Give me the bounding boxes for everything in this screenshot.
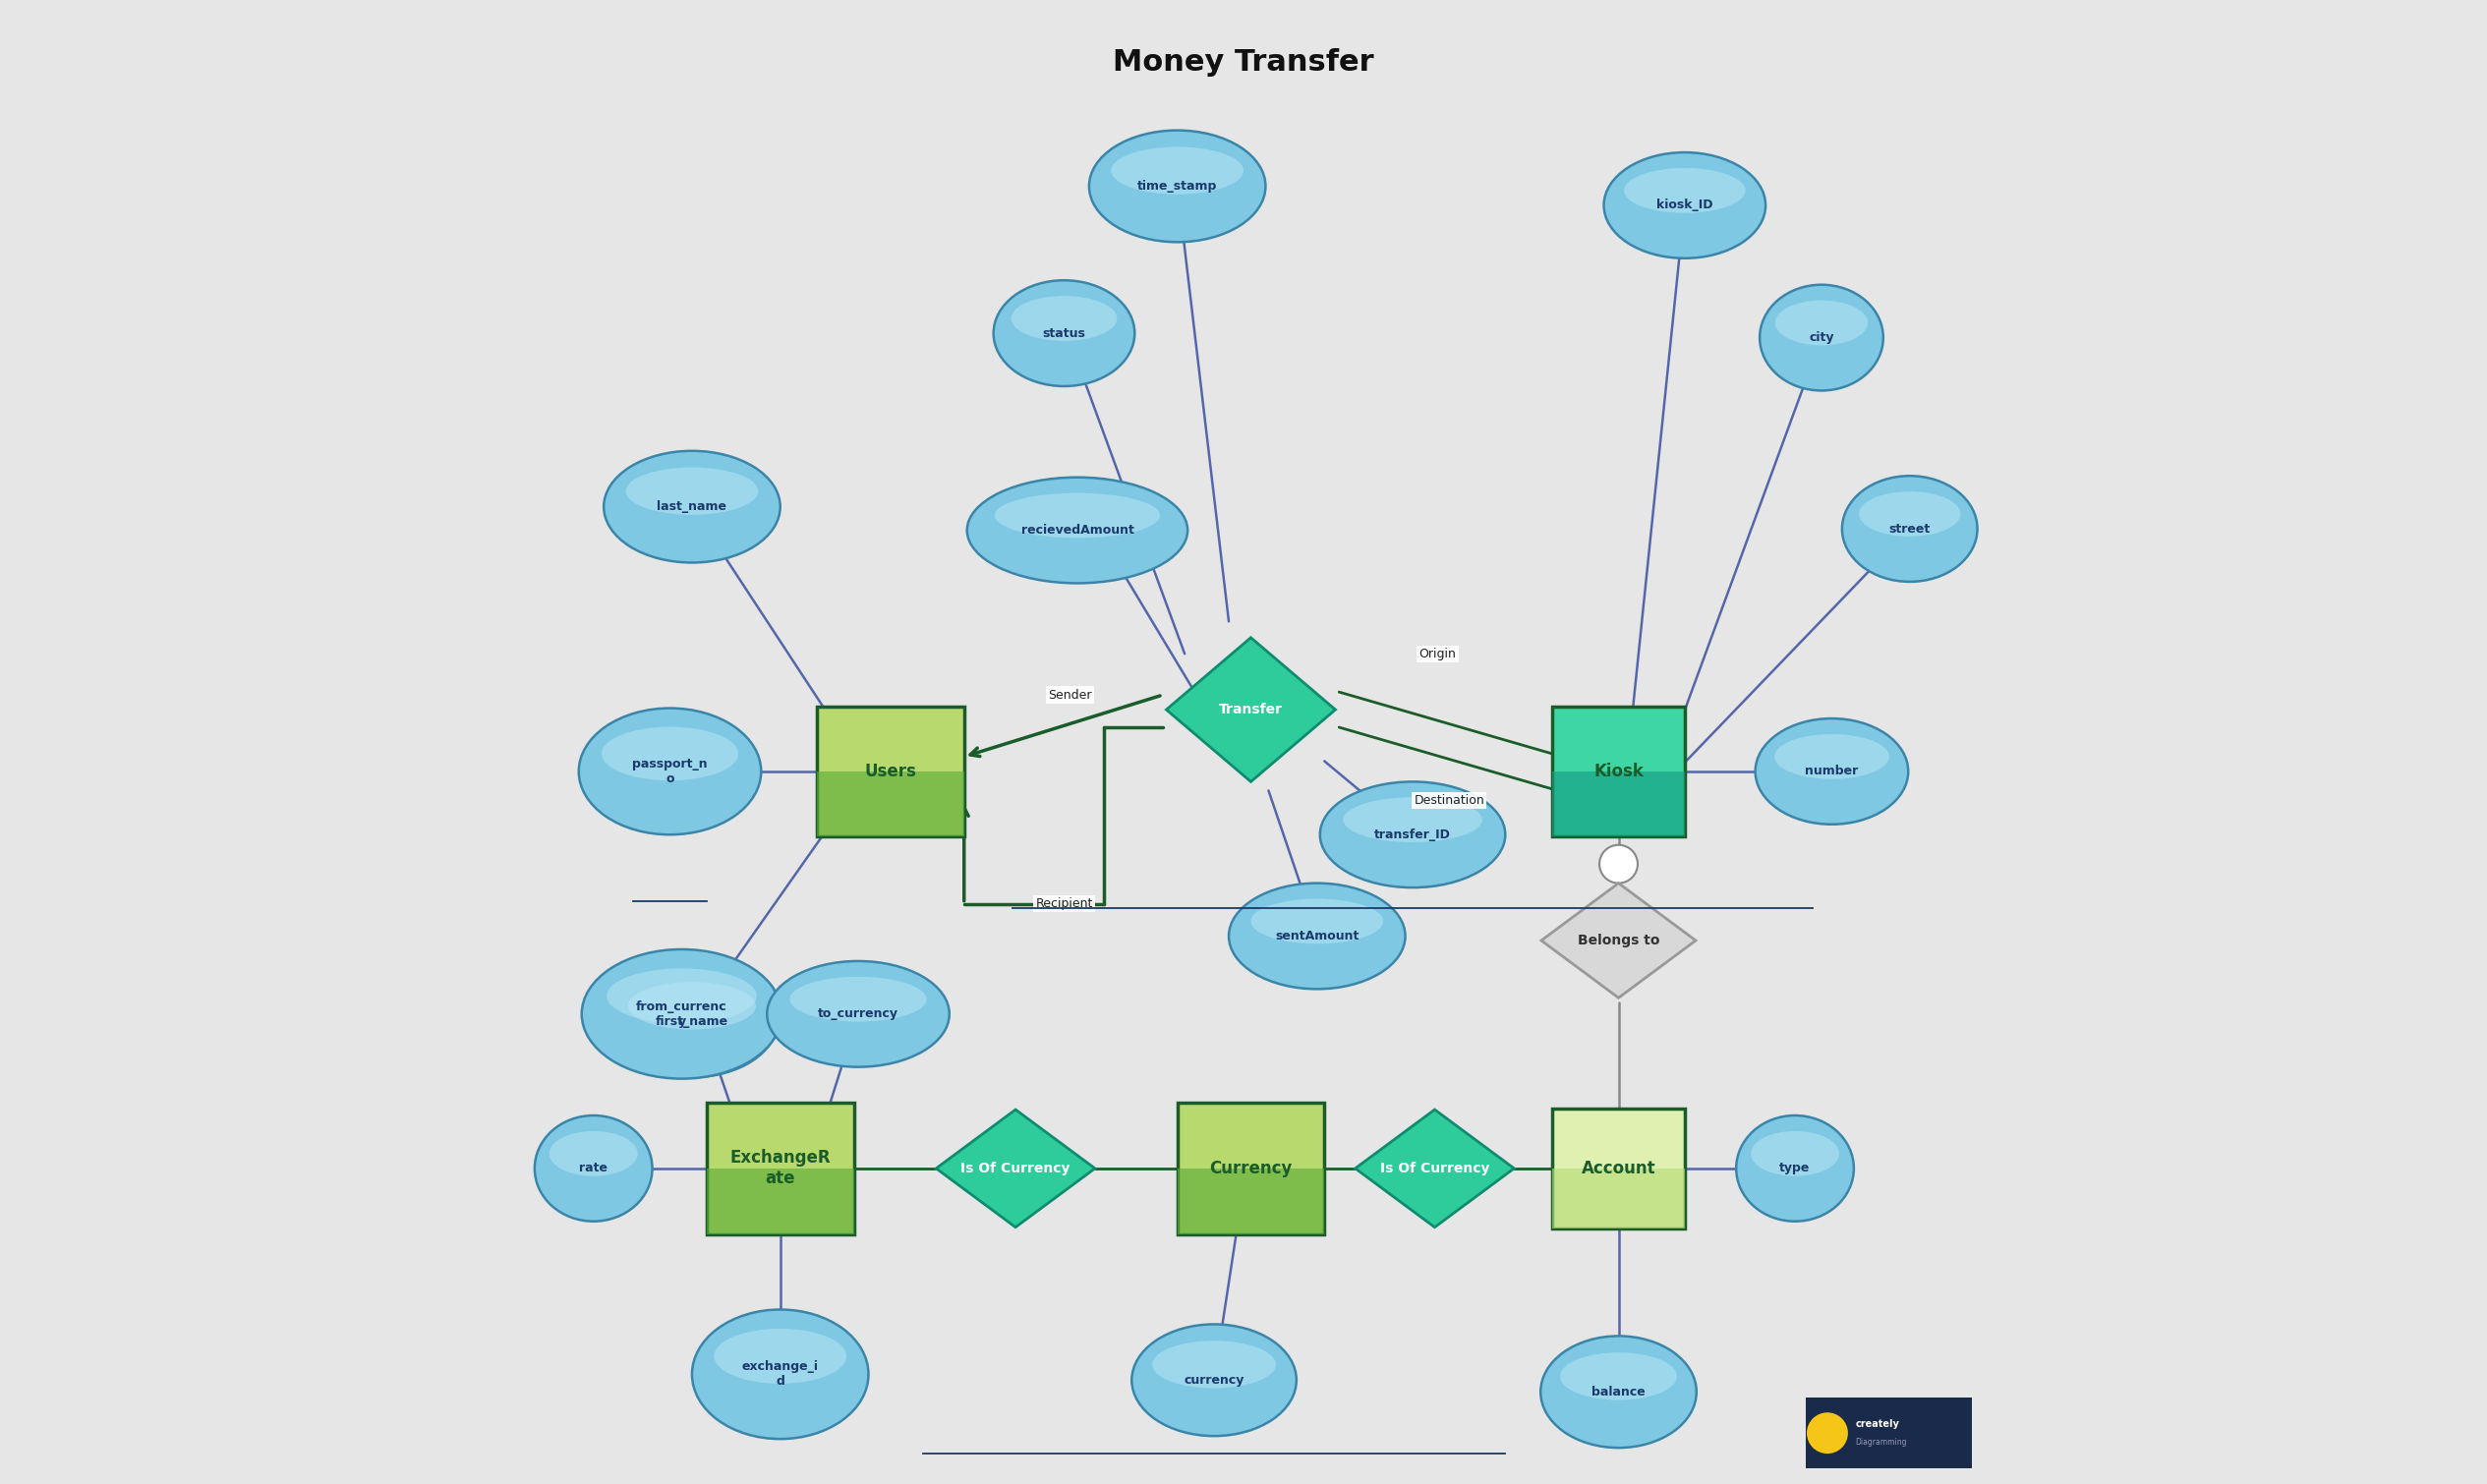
Text: Transfer: Transfer [1219,703,1283,717]
Text: from_currenc
y: from_currenc y [637,1000,726,1028]
Ellipse shape [579,708,761,834]
Bar [818,706,965,835]
Text: Kiosk: Kiosk [1594,763,1644,781]
Ellipse shape [1761,285,1883,390]
Ellipse shape [1132,1324,1296,1437]
Text: Users: Users [865,763,918,781]
Ellipse shape [1539,1336,1696,1448]
Text: status: status [1042,326,1087,340]
Text: Diagramming: Diagramming [1855,1438,1908,1447]
Text: Money Transfer: Money Transfer [1114,49,1373,77]
Ellipse shape [1843,476,1977,582]
Ellipse shape [1858,491,1960,537]
Ellipse shape [1012,295,1117,341]
Text: Origin: Origin [1420,647,1457,660]
Ellipse shape [607,966,778,1077]
Text: city: city [1808,331,1833,344]
Text: street: street [1890,522,1930,536]
Text: balance: balance [1592,1386,1646,1398]
Text: first_name: first_name [657,1015,729,1028]
Bar [706,1168,853,1235]
Text: recievedAmount: recievedAmount [1020,524,1134,537]
Polygon shape [1355,1110,1515,1227]
Text: last_name: last_name [657,500,726,513]
Ellipse shape [1251,899,1383,944]
Text: currency: currency [1184,1374,1244,1386]
Text: rate: rate [579,1162,607,1175]
Ellipse shape [1751,1131,1838,1177]
Bar [706,1103,853,1235]
Text: Destination: Destination [1415,794,1485,807]
Ellipse shape [992,280,1134,386]
Bar [1552,706,1684,835]
Bar [818,772,965,835]
Ellipse shape [1089,131,1266,242]
Ellipse shape [1559,1352,1676,1399]
Text: Belongs to: Belongs to [1577,933,1659,947]
Text: transfer_ID: transfer_ID [1375,828,1450,841]
Ellipse shape [1624,168,1746,214]
Ellipse shape [1756,718,1908,824]
Ellipse shape [1773,735,1890,779]
Circle shape [1599,844,1636,883]
Ellipse shape [691,1309,868,1439]
Bar [1806,1398,1972,1468]
Ellipse shape [766,962,950,1067]
Ellipse shape [1604,153,1766,258]
Bar [1552,1109,1684,1229]
Text: Sender: Sender [1047,689,1092,702]
Ellipse shape [604,451,781,562]
Text: time_stamp: time_stamp [1137,180,1216,193]
Text: to_currency: to_currency [818,1008,898,1021]
Ellipse shape [582,950,781,1079]
Ellipse shape [995,493,1159,537]
Circle shape [1806,1413,1848,1454]
Text: sentAmount: sentAmount [1276,929,1358,942]
Text: creately: creately [1855,1419,1900,1429]
Text: type: type [1781,1162,1811,1175]
Bar [1176,1103,1326,1235]
Ellipse shape [607,969,756,1024]
Polygon shape [935,1110,1094,1227]
Bar [1552,1168,1684,1229]
Text: Currency: Currency [1209,1159,1293,1177]
Ellipse shape [629,982,756,1030]
Ellipse shape [627,467,759,515]
Text: exchange_i
d: exchange_i d [741,1361,818,1388]
Polygon shape [1542,883,1696,997]
Text: kiosk_ID: kiosk_ID [1656,199,1714,212]
Ellipse shape [714,1328,846,1383]
Text: Account: Account [1582,1159,1656,1177]
Bar [1552,772,1684,835]
Ellipse shape [1776,300,1868,346]
Ellipse shape [535,1116,652,1221]
Ellipse shape [791,976,928,1021]
Ellipse shape [1321,782,1505,887]
Ellipse shape [602,727,739,781]
Bar [1176,1168,1326,1235]
Ellipse shape [1736,1116,1853,1221]
Ellipse shape [550,1131,637,1177]
Ellipse shape [1229,883,1405,988]
Ellipse shape [1343,797,1482,843]
Ellipse shape [967,478,1189,583]
Text: Is Of Currency: Is Of Currency [1380,1162,1490,1175]
Text: ExchangeR
ate: ExchangeR ate [729,1149,831,1187]
Ellipse shape [1151,1340,1276,1388]
Text: passport_n
o: passport_n o [632,758,709,785]
Text: number: number [1806,766,1858,778]
Ellipse shape [1112,147,1244,194]
Text: Recipient: Recipient [1035,898,1092,910]
Polygon shape [1166,638,1336,782]
Text: Is Of Currency: Is Of Currency [960,1162,1069,1175]
